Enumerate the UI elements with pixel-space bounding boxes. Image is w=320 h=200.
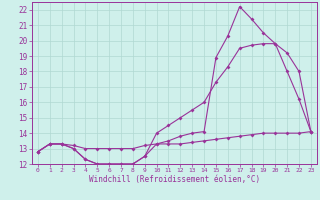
X-axis label: Windchill (Refroidissement éolien,°C): Windchill (Refroidissement éolien,°C)	[89, 175, 260, 184]
